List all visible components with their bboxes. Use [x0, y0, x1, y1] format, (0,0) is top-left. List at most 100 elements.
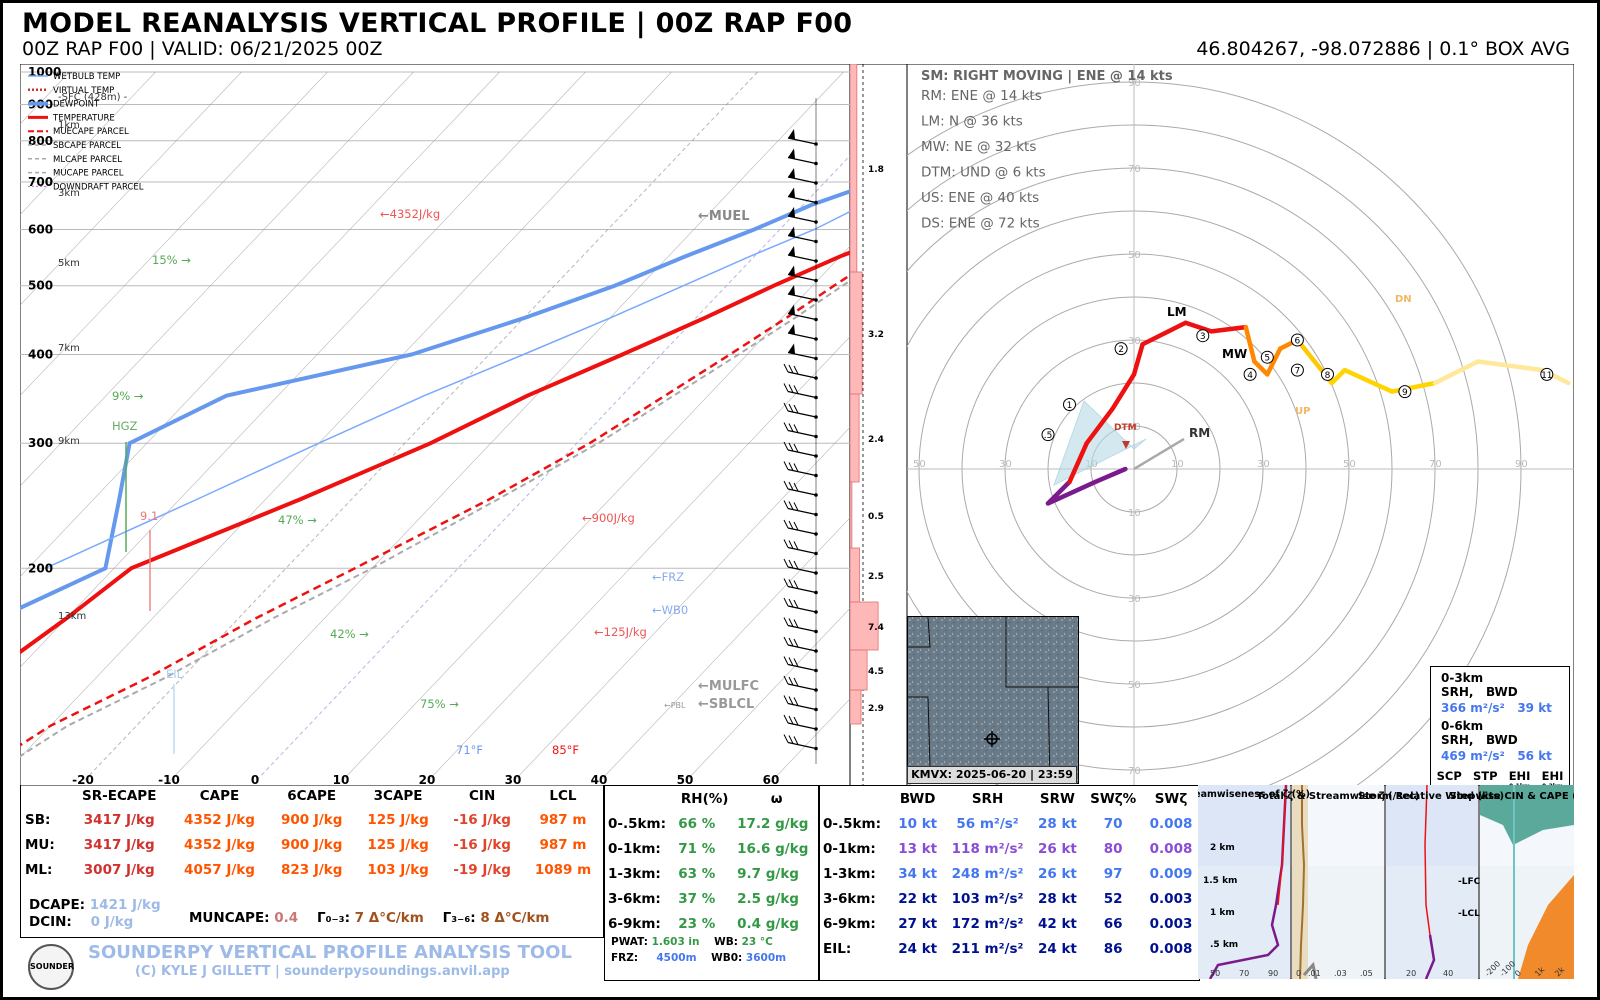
- isotherm: [20, 71, 414, 487]
- hodo-marker-label: 1: [1067, 401, 1073, 411]
- isotherm: [20, 71, 156, 216]
- isotherm: [340, 245, 850, 783]
- skewt-annotation: 15% →: [152, 253, 191, 267]
- height-label: 9km: [58, 436, 80, 447]
- frz-value: 4500m: [656, 952, 697, 964]
- page-subtitle: 00Z RAP F00 | VALID: 06/21/2025 00Z: [22, 38, 383, 60]
- isotherm: [684, 607, 850, 783]
- hodo-vector-label: RM: [1189, 426, 1210, 440]
- p3-tick-20: 20: [1406, 969, 1416, 978]
- isotherm: [168, 71, 844, 783]
- kin-header: SRH: [971, 790, 1004, 807]
- muncape-label: MUNCAPE:: [189, 910, 270, 926]
- wind-barb: [787, 265, 818, 283]
- isotherm: [20, 71, 328, 397]
- params-cell: 125 J/kg: [367, 836, 429, 853]
- wind-barb: [783, 461, 818, 478]
- legend-label: DOWNDRAFT PARCEL: [53, 182, 144, 192]
- wb-label: WB:: [714, 936, 738, 948]
- kin-cell: 24 kt: [898, 940, 938, 957]
- p4-tick-0: 0: [1513, 968, 1523, 978]
- temp-tick: 20: [419, 773, 436, 786]
- hodo-marker-label: 7: [1295, 367, 1301, 377]
- sr-wind-value: 2.5: [868, 572, 884, 582]
- hodo-segment: [1067, 440, 1089, 485]
- bwd-03-value: 39 kt: [1517, 701, 1552, 715]
- wb-value: 23 °C: [741, 936, 773, 948]
- kin-header: SWζ%: [1090, 790, 1137, 807]
- bwd-label: BWD: [1486, 685, 1518, 699]
- kin-cell: 70: [1103, 815, 1123, 832]
- legend-label: MUECAPE PARCEL: [53, 127, 129, 137]
- table-row: 6-9km: 27 kt 172 m²/s² 42 kt 66 0.003: [819, 911, 1199, 936]
- rh-cell: 3-6km:: [608, 890, 661, 907]
- profile-dewpoint: [20, 189, 850, 611]
- p1-title: Streamwiseness of ζ (%): [1198, 789, 1310, 800]
- hodo-vector-label: LM: [1167, 305, 1187, 319]
- hodo-segment: [1432, 359, 1481, 386]
- table-row: 0-1km: 13 kt 118 m²/s² 26 kt 80 0.008: [819, 836, 1199, 861]
- rh-cell: 37 %: [678, 890, 716, 907]
- location-label: 46.804267, -98.072886 | 0.1° BOX AVG: [1196, 38, 1570, 60]
- sr-wind-bar: [850, 689, 862, 725]
- hodo-marker-label: 9: [1402, 388, 1408, 398]
- hodo-marker-label: 8: [1325, 371, 1331, 381]
- sr-wind-bar: [850, 547, 860, 603]
- kin-cell: 0.003: [1149, 890, 1193, 907]
- table-row: 0-.5km: 10 kt 56 m²/s² 28 kt 70 0.008: [819, 811, 1199, 836]
- ring-label: 90: [1128, 78, 1141, 89]
- rh-cell: 0-1km:: [608, 840, 661, 857]
- skewt-annotation: ←125J/kg: [594, 625, 647, 639]
- params-header: CIN: [469, 788, 496, 804]
- ring-label: 70: [1429, 459, 1442, 470]
- hodo-marker: [1041, 428, 1055, 442]
- temp-tick: -20: [72, 773, 94, 786]
- rh-cell: 2.5 g/kg: [737, 890, 799, 907]
- kin-cell: 22 kt: [898, 890, 938, 907]
- temp-tick: 50: [677, 773, 694, 786]
- rh-header: RH(%): [680, 790, 729, 807]
- kin-header: BWD: [899, 790, 936, 807]
- height-label: 7km: [58, 343, 80, 354]
- srh-06-value: 469 m²/s²: [1441, 749, 1505, 763]
- kin-cell: 80: [1103, 840, 1123, 857]
- table-row: 1-3km: 63 % 9.7 g/kg: [605, 861, 819, 886]
- sr-wind-value: 1.8: [868, 165, 884, 175]
- skewt-annotation: ←900J/kg: [582, 511, 635, 525]
- kin-cell: 248 m²/s²: [951, 865, 1024, 882]
- p3-tick-40: 40: [1443, 969, 1453, 978]
- wind-barb: [787, 324, 818, 341]
- wind-barb: [783, 558, 818, 575]
- table-row: SB: 3417 J/kg 4352 J/kg 900 J/kg 125 J/kg -16…: [21, 807, 603, 832]
- skewt-annotation: EIL: [166, 667, 184, 681]
- profile-wetbulb-temp: [44, 210, 850, 569]
- rh-cell: 9.7 g/kg: [737, 865, 799, 882]
- params-cell: 900 J/kg: [280, 836, 343, 853]
- bwd-06-value: 56 kt: [1517, 749, 1552, 763]
- sr-wind-value: 7.4: [868, 623, 884, 633]
- hodo-marker-label: .5: [1044, 431, 1053, 441]
- legend-label: TEMPERATURE: [52, 113, 115, 123]
- wind-barb: [787, 187, 818, 205]
- lapse-03-label: Γ₀₋₃:: [317, 910, 350, 926]
- storm-motion-line: MW: NE @ 32 kts: [921, 139, 1036, 155]
- wind-barb: [783, 500, 818, 517]
- wind-barb: [787, 207, 818, 224]
- wind-barb: [783, 617, 818, 634]
- pressure-tick: 600: [28, 223, 53, 237]
- ring-label: 50: [1343, 459, 1356, 470]
- ring-label: 30: [1257, 459, 1270, 470]
- pressure-tick: 500: [28, 279, 53, 293]
- ring-label: 50: [913, 459, 926, 470]
- rh-cell: 66 %: [678, 815, 716, 832]
- params-header: [21, 785, 68, 807]
- kin-cell: 103 m²/s²: [951, 890, 1024, 907]
- legend-label: WETBULB TEMP: [53, 72, 120, 82]
- params-cell: 4352 J/kg: [184, 811, 255, 828]
- kin-cell: 0.003: [1149, 915, 1193, 932]
- height-0-5km: .5 km: [1210, 940, 1238, 950]
- temp-tick: -10: [158, 773, 180, 786]
- params-cell: 987 m: [539, 836, 587, 853]
- isotherm: [82, 71, 758, 783]
